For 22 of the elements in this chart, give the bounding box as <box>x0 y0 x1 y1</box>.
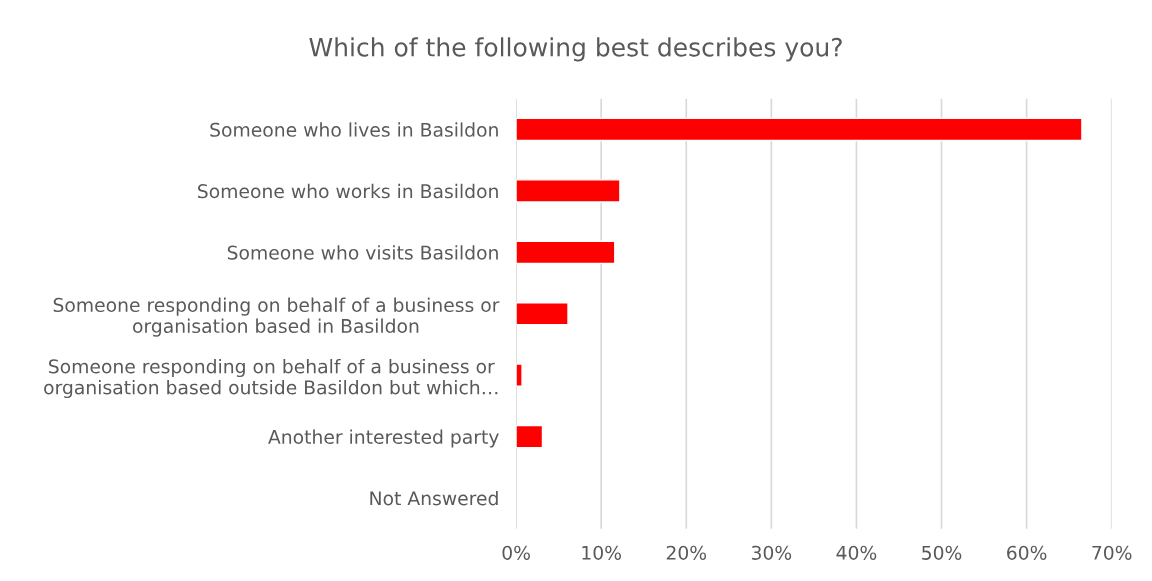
bar <box>516 240 616 265</box>
x-tick-label: 20% <box>666 545 707 560</box>
x-tick-label: 70% <box>1092 545 1132 560</box>
x-tick-label: 30% <box>751 545 792 560</box>
y-tick-label: Someone who works in Basildon <box>198 183 498 199</box>
x-tick-label: 50% <box>922 545 962 560</box>
x-tick-label: 40% <box>836 545 877 560</box>
y-tick-label: Someone who visits Basildon <box>227 245 498 260</box>
bar <box>516 363 523 387</box>
y-tick-label: Another interested party <box>268 429 499 448</box>
y-tick-label: Not Answered <box>370 490 498 506</box>
x-tick-label: 60% <box>1007 545 1047 560</box>
y-tick-label: Someone responding on behalf of a business or organisation based in Basildon <box>53 297 500 337</box>
chart-title: Which of the following best describes you? <box>309 37 842 62</box>
x-tick-label: 0% <box>502 545 530 560</box>
bar <box>516 301 569 326</box>
x-tick-label: 10% <box>582 545 621 560</box>
bar <box>516 117 1083 142</box>
y-tick-label: Someone who lives in Basildon <box>210 122 498 137</box>
bar <box>516 424 544 449</box>
bar <box>516 179 621 203</box>
y-tick-label: Someone responding on behalf of a business or organisation based outside Basildon but which… <box>44 358 498 399</box>
